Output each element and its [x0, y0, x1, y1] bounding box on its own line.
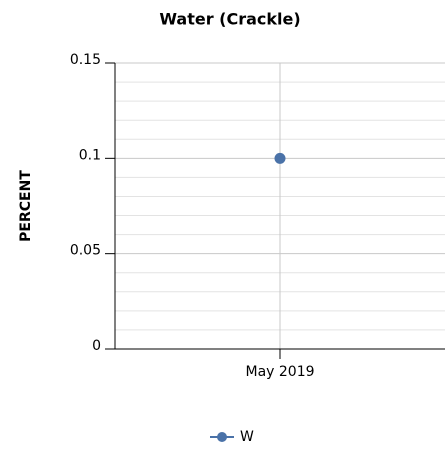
y-tick-label: 0.1	[79, 147, 101, 163]
y-axis-label: PERCENT	[18, 170, 34, 242]
y-tick-label: 0	[92, 338, 101, 354]
chart-title: Water (Crackle)	[159, 10, 300, 29]
data-point	[274, 152, 286, 164]
legend-marker	[217, 432, 227, 442]
y-tick-label: 0.05	[70, 243, 101, 259]
x-tick-label: May 2019	[245, 364, 314, 380]
y-tick-label: 0.15	[70, 52, 101, 68]
legend-label: W	[240, 429, 254, 445]
